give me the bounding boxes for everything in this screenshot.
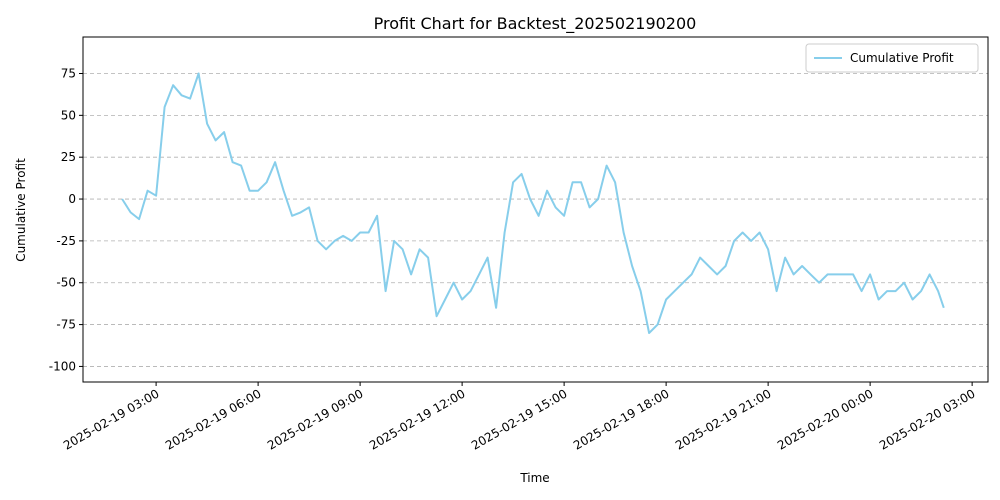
y-tick-label: -50 bbox=[56, 276, 76, 290]
legend-box bbox=[805, 43, 979, 73]
y-tick-label: 50 bbox=[61, 108, 76, 122]
x-axis-label: Time bbox=[519, 471, 549, 485]
y-tick-label: -75 bbox=[56, 318, 76, 332]
line-series bbox=[121, 72, 945, 334]
y-tick-label: -100 bbox=[49, 359, 76, 373]
axes-frame bbox=[82, 36, 989, 383]
y-tick-label: 25 bbox=[61, 150, 76, 164]
y-tick-label: -25 bbox=[56, 234, 76, 248]
y-tick-label: 75 bbox=[61, 66, 76, 80]
chart-title: Profit Chart for Backtest_202502190200 bbox=[374, 14, 697, 34]
legend-label: Cumulative Profit bbox=[850, 51, 954, 65]
y-tick-label: 0 bbox=[68, 192, 76, 206]
y-axis-label: Cumulative Profit bbox=[14, 158, 28, 262]
